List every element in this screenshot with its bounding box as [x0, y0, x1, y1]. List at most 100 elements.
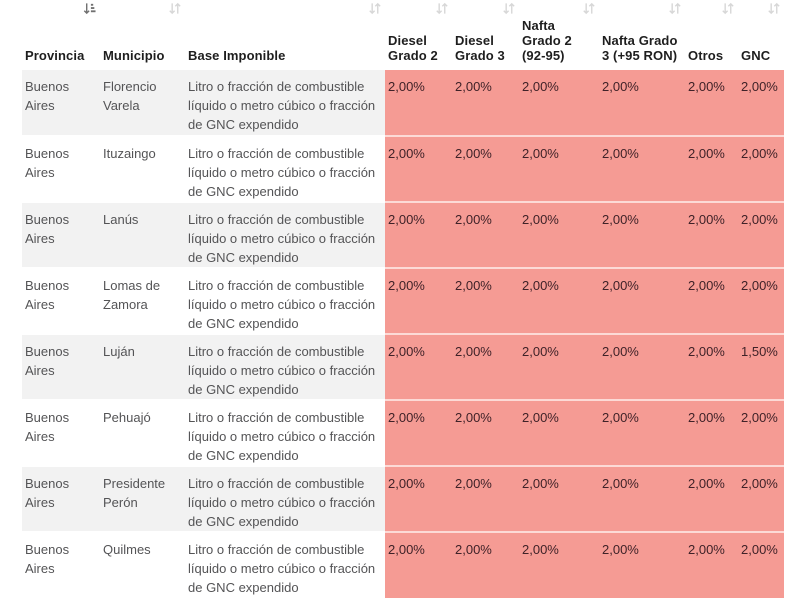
- cell-provincia: Buenos Aires: [22, 399, 100, 466]
- cell-rate-diesel-grado-2: 2,00%: [385, 267, 452, 334]
- sort-up-down-icon: [721, 2, 734, 15]
- cell-rate-nafta-grado-2: 2,00%: [519, 333, 599, 400]
- cell-provincia: Buenos Aires: [22, 531, 100, 598]
- cell-rate-diesel-grado-2: 2,00%: [385, 531, 452, 598]
- table-body: Buenos Aires Florencio Varela Litro o fr…: [22, 70, 784, 598]
- cell-rate-nafta-grado-3: 2,00%: [599, 135, 685, 202]
- sort-up-down-icon: [435, 2, 448, 15]
- cell-provincia: Buenos Aires: [22, 135, 100, 202]
- column-header-provincia[interactable]: Provincia: [22, 0, 100, 70]
- cell-rate-nafta-grado-2: 2,00%: [519, 201, 599, 268]
- cell-base-imponible: Litro o fracción de combustible líquido …: [185, 201, 385, 268]
- column-header-otros[interactable]: Otros: [685, 0, 738, 70]
- table-row: Buenos Aires Lanús Litro o fracción de c…: [22, 201, 784, 268]
- cell-provincia: Buenos Aires: [22, 70, 100, 136]
- column-label: GNC: [741, 48, 771, 63]
- cell-rate-diesel-grado-3: 2,00%: [452, 70, 519, 136]
- sort-up-down-icon: [668, 2, 681, 15]
- cell-municipio: Presidente Perón: [100, 465, 185, 532]
- table-row: Buenos Aires Presidente Perón Litro o fr…: [22, 465, 784, 532]
- sort-descending-icon: [83, 2, 96, 15]
- cell-rate-otros: 2,00%: [685, 201, 738, 268]
- column-header-gnc[interactable]: GNC: [738, 0, 784, 70]
- cell-rate-nafta-grado-3: 2,00%: [599, 201, 685, 268]
- cell-rate-nafta-grado-3: 2,00%: [599, 333, 685, 400]
- cell-rate-gnc: 1,50%: [738, 333, 784, 400]
- cell-base-imponible: Litro o fracción de combustible líquido …: [185, 267, 385, 334]
- cell-rate-nafta-grado-3: 2,00%: [599, 70, 685, 136]
- cell-rate-gnc: 2,00%: [738, 531, 784, 598]
- cell-rate-otros: 2,00%: [685, 531, 738, 598]
- cell-rate-diesel-grado-2: 2,00%: [385, 465, 452, 532]
- cell-provincia: Buenos Aires: [22, 465, 100, 532]
- cell-base-imponible: Litro o fracción de combustible líquido …: [185, 531, 385, 598]
- table-row: Buenos Aires Quilmes Litro o fracción de…: [22, 531, 784, 598]
- cell-municipio: Florencio Varela: [100, 70, 185, 136]
- column-label: Diesel Grado 3: [455, 33, 505, 63]
- cell-rate-diesel-grado-3: 2,00%: [452, 531, 519, 598]
- column-header-diesel-grado-3[interactable]: Diesel Grado 3: [452, 0, 519, 70]
- cell-provincia: Buenos Aires: [22, 333, 100, 400]
- tax-rates-table: Provincia Municipio: [22, 0, 784, 598]
- table-row: Buenos Aires Pehuajó Litro o fracción de…: [22, 399, 784, 466]
- cell-rate-nafta-grado-2: 2,00%: [519, 70, 599, 136]
- cell-rate-diesel-grado-2: 2,00%: [385, 333, 452, 400]
- cell-rate-nafta-grado-3: 2,00%: [599, 465, 685, 532]
- column-header-nafta-grado-3[interactable]: Nafta Grado 3 (+95 RON): [599, 0, 685, 70]
- cell-rate-diesel-grado-3: 2,00%: [452, 267, 519, 334]
- column-label: Diesel Grado 2: [388, 33, 438, 63]
- cell-municipio: Ituzaingo: [100, 135, 185, 202]
- table-row: Buenos Aires Ituzaingo Litro o fracción …: [22, 135, 784, 202]
- cell-municipio: Lomas de Zamora: [100, 267, 185, 334]
- cell-rate-otros: 2,00%: [685, 333, 738, 400]
- cell-rate-nafta-grado-3: 2,00%: [599, 531, 685, 598]
- cell-rate-nafta-grado-3: 2,00%: [599, 267, 685, 334]
- cell-base-imponible: Litro o fracción de combustible líquido …: [185, 135, 385, 202]
- column-label: Provincia: [25, 48, 85, 63]
- cell-rate-otros: 2,00%: [685, 267, 738, 334]
- cell-rate-otros: 2,00%: [685, 70, 738, 136]
- column-header-municipio[interactable]: Municipio: [100, 0, 185, 70]
- cell-rate-diesel-grado-3: 2,00%: [452, 465, 519, 532]
- cell-rate-diesel-grado-3: 2,00%: [452, 135, 519, 202]
- column-header-diesel-grado-2[interactable]: Diesel Grado 2: [385, 0, 452, 70]
- cell-rate-diesel-grado-3: 2,00%: [452, 333, 519, 400]
- cell-rate-gnc: 2,00%: [738, 201, 784, 268]
- cell-rate-otros: 2,00%: [685, 135, 738, 202]
- column-header-base-imponible[interactable]: Base Imponible: [185, 0, 385, 70]
- cell-rate-nafta-grado-2: 2,00%: [519, 399, 599, 466]
- cell-rate-gnc: 2,00%: [738, 399, 784, 466]
- sort-up-down-icon: [368, 2, 381, 15]
- cell-rate-nafta-grado-2: 2,00%: [519, 135, 599, 202]
- cell-rate-gnc: 2,00%: [738, 267, 784, 334]
- cell-rate-diesel-grado-2: 2,00%: [385, 135, 452, 202]
- table-row: Buenos Aires Florencio Varela Litro o fr…: [22, 70, 784, 136]
- sort-up-down-icon: [168, 2, 181, 15]
- cell-rate-gnc: 2,00%: [738, 135, 784, 202]
- column-label: Nafta Grado 2 (92-95): [522, 18, 572, 63]
- cell-rate-gnc: 2,00%: [738, 70, 784, 136]
- cell-provincia: Buenos Aires: [22, 201, 100, 268]
- column-label: Nafta Grado 3 (+95 RON): [602, 33, 678, 63]
- table-row: Buenos Aires Lomas de Zamora Litro o fra…: [22, 267, 784, 334]
- cell-rate-otros: 2,00%: [685, 465, 738, 532]
- sort-up-down-icon: [767, 2, 780, 15]
- column-label: Otros: [688, 48, 724, 63]
- cell-provincia: Buenos Aires: [22, 267, 100, 334]
- cell-base-imponible: Litro o fracción de combustible líquido …: [185, 333, 385, 400]
- cell-rate-nafta-grado-2: 2,00%: [519, 465, 599, 532]
- cell-base-imponible: Litro o fracción de combustible líquido …: [185, 399, 385, 466]
- cell-rate-diesel-grado-2: 2,00%: [385, 201, 452, 268]
- sort-up-down-icon: [582, 2, 595, 15]
- cell-rate-diesel-grado-3: 2,00%: [452, 201, 519, 268]
- cell-municipio: Lanús: [100, 201, 185, 268]
- column-header-nafta-grado-2[interactable]: Nafta Grado 2 (92-95): [519, 0, 599, 70]
- table-row: Buenos Aires Luján Litro o fracción de c…: [22, 333, 784, 400]
- cell-rate-diesel-grado-2: 2,00%: [385, 70, 452, 136]
- column-label: Base Imponible: [188, 48, 286, 63]
- column-label: Municipio: [103, 48, 165, 63]
- cell-base-imponible: Litro o fracción de combustible líquido …: [185, 70, 385, 136]
- cell-base-imponible: Litro o fracción de combustible líquido …: [185, 465, 385, 532]
- cell-rate-nafta-grado-2: 2,00%: [519, 267, 599, 334]
- cell-municipio: Quilmes: [100, 531, 185, 598]
